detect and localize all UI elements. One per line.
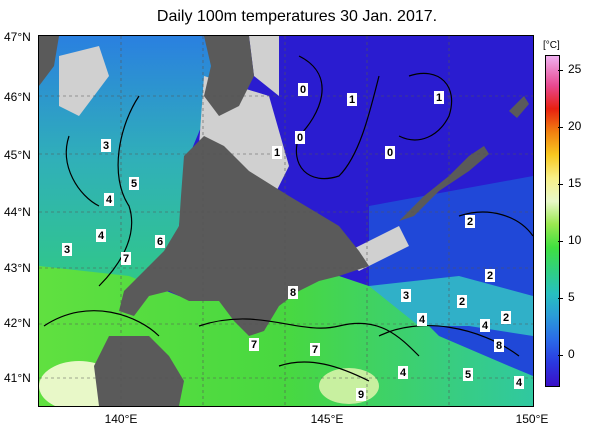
svg-text:0: 0 [297,132,303,144]
contour-label: 4 [398,366,408,379]
contour-label: 1 [347,93,357,106]
contour-label: 7 [310,343,320,356]
contour-label: 4 [417,313,427,326]
land-kuril-north [509,96,529,118]
svg-text:0: 0 [387,147,393,159]
contour-label: 7 [249,338,259,351]
svg-text:1: 1 [274,147,280,159]
isotherm-contours [43,55,533,382]
warm-eddy-south [319,368,379,404]
lon-label-150: 150°E [515,412,549,426]
svg-text:5: 5 [131,178,137,190]
contour-label: 3 [401,289,411,302]
contour-label: 2 [485,269,495,282]
land-kuril-islands [399,146,489,221]
contour-label: 3 [62,243,72,256]
lat-label-42: 42°N [4,316,31,330]
svg-text:4: 4 [106,194,113,206]
contour-label: 4 [480,319,490,332]
contour-label: 9 [356,388,366,401]
contour-label: 4 [96,229,106,242]
temperature-map: 0 1 1 1 0 0 3 5 4 4 3 7 6 8 2 2 3 2 2 4 … [38,35,534,407]
svg-text:9: 9 [358,389,364,401]
colorbar-tick [558,298,563,299]
lon-label-145: 145°E [310,412,344,426]
svg-text:4: 4 [482,320,489,332]
contour-label: 2 [457,295,467,308]
svg-text:7: 7 [251,339,257,351]
contour-label: 6 [155,235,165,248]
colorbar-unit: [°C] [543,40,560,51]
svg-text:1: 1 [436,92,442,104]
contour-label: 0 [298,83,308,96]
svg-text:2: 2 [503,312,509,324]
svg-text:2: 2 [487,270,493,282]
colorbar-label-5: 5 [568,290,575,304]
contour-label: 0 [295,131,305,144]
svg-text:4: 4 [419,314,426,326]
colorbar-tick [558,184,563,185]
svg-text:8: 8 [496,340,502,352]
contour-label: 8 [288,286,298,299]
contour-label: 2 [465,215,475,228]
contour-label: 8 [494,339,504,352]
colorbar-label-15: 15 [568,176,582,190]
svg-text:3: 3 [64,244,70,256]
contour-label: 1 [434,91,444,104]
land-honshu [94,336,184,406]
colorbar-tick [558,241,563,242]
svg-text:6: 6 [157,236,163,248]
land-hokkaido [119,136,369,336]
contour-label: 2 [501,311,511,324]
lat-label-47: 47°N [4,30,31,44]
svg-text:4: 4 [400,367,407,379]
contour-label: 1 [272,146,282,159]
lat-label-41: 41°N [4,371,31,385]
sea-ice-west [59,46,109,116]
colorbar-label-10: 10 [568,233,582,247]
svg-text:2: 2 [459,296,465,308]
colorbar-tick [558,70,563,71]
svg-text:4: 4 [516,377,523,389]
contour-label-group: 0 1 1 1 0 0 3 5 4 4 3 7 6 8 2 2 3 2 2 4 … [62,83,524,401]
svg-text:2: 2 [467,216,473,228]
contour-label: 5 [463,368,473,381]
contour-label: 0 [385,146,395,159]
contour-label: 5 [129,177,139,190]
svg-text:5: 5 [465,369,471,381]
contour-label: 4 [104,193,114,206]
svg-text:3: 3 [103,140,109,152]
contour-label: 3 [101,139,111,152]
colorbar-label-0: 0 [568,347,575,361]
colorbar-label-25: 25 [568,62,582,76]
colorbar-tick [558,127,563,128]
svg-text:3: 3 [403,290,409,302]
svg-text:8: 8 [290,287,296,299]
map-title: Daily 100m temperatures 30 Jan. 2017. [156,8,438,25]
svg-text:7: 7 [312,344,318,356]
svg-text:4: 4 [98,230,105,242]
svg-text:7: 7 [123,253,129,265]
land-sakhalin [204,36,254,116]
svg-text:1: 1 [349,94,355,106]
contour-label: 7 [121,252,131,265]
lat-label-44: 44°N [4,205,31,219]
svg-text:0: 0 [300,84,306,96]
colorbar [545,55,560,387]
land-mainland [39,36,59,86]
lat-label-43: 43°N [4,261,31,275]
colorbar-tick [558,355,563,356]
map-svg: 0 1 1 1 0 0 3 5 4 4 3 7 6 8 2 2 3 2 2 4 … [39,36,533,406]
lat-label-45: 45°N [4,148,31,162]
lon-label-140: 140°E [104,412,138,426]
colorbar-label-20: 20 [568,119,582,133]
sea-ice-sakhalin [249,36,279,96]
contour-label: 4 [514,376,524,389]
lat-label-46: 46°N [4,90,31,104]
